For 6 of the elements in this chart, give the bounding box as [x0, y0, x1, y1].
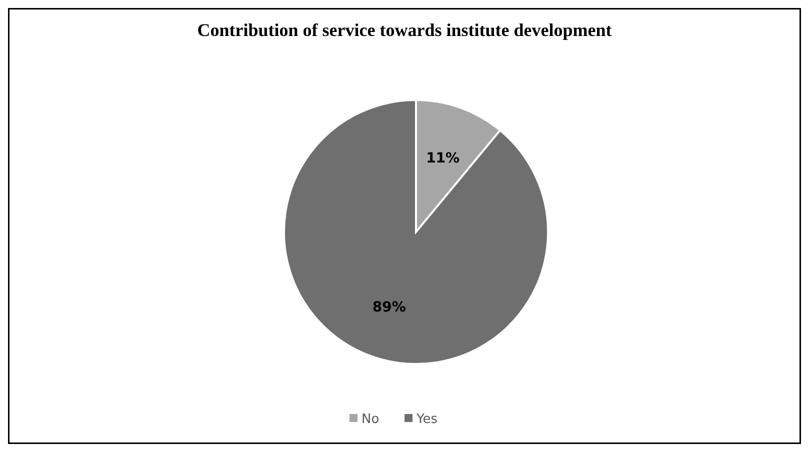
pie-slice — [283, 99, 549, 365]
chart-title: Contribution of service towards institute development — [197, 20, 612, 40]
data-label: 89% — [372, 299, 406, 316]
data-label: 11% — [426, 150, 460, 166]
legend-label: Yes — [416, 412, 438, 427]
legend-label: No — [362, 412, 380, 427]
